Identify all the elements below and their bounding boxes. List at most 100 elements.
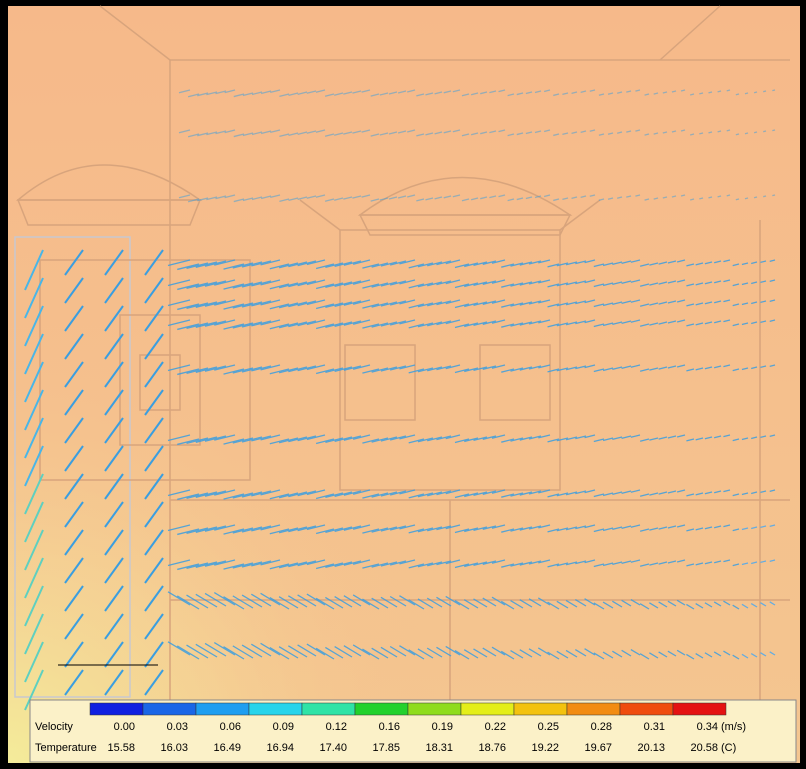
vector xyxy=(167,259,191,267)
vector xyxy=(704,321,713,325)
vector xyxy=(167,559,191,567)
vector xyxy=(680,89,686,92)
vector xyxy=(726,129,731,132)
vector xyxy=(565,436,578,441)
vector xyxy=(223,438,245,445)
vector xyxy=(325,562,344,569)
vector xyxy=(676,299,686,303)
vector xyxy=(177,528,200,536)
vector xyxy=(617,196,623,199)
velocity-vectors xyxy=(24,89,776,711)
vector xyxy=(288,526,308,533)
color-swatch xyxy=(354,702,409,716)
vector xyxy=(480,91,488,95)
vector xyxy=(24,389,44,431)
vector xyxy=(510,492,524,497)
velocity-unit: (m/s) xyxy=(721,721,746,733)
vector xyxy=(723,259,731,263)
vector xyxy=(547,263,560,268)
vector xyxy=(704,366,713,370)
vector xyxy=(324,133,335,137)
vector xyxy=(556,367,569,372)
vector xyxy=(436,525,452,531)
vector xyxy=(547,368,560,373)
vector xyxy=(593,493,605,498)
vector xyxy=(260,559,281,566)
vector xyxy=(547,528,560,533)
vector xyxy=(649,492,659,496)
vector xyxy=(769,299,776,302)
velocity-value: 0.09 xyxy=(273,721,294,733)
vector xyxy=(463,649,479,659)
vector xyxy=(680,129,686,132)
vector xyxy=(676,559,686,563)
vector xyxy=(427,366,443,372)
vector xyxy=(297,365,317,372)
vector xyxy=(580,90,587,93)
vector xyxy=(686,368,695,372)
vector xyxy=(584,648,596,656)
vector xyxy=(390,490,407,496)
vector xyxy=(343,280,362,286)
vector xyxy=(510,367,524,372)
vector xyxy=(612,650,623,658)
vector xyxy=(325,367,344,374)
velocity-value: 0.28 xyxy=(591,721,612,733)
vector xyxy=(498,129,506,133)
vector xyxy=(598,198,605,201)
vector xyxy=(362,528,380,534)
vector xyxy=(556,527,569,532)
vector xyxy=(167,524,191,532)
vector xyxy=(501,493,515,498)
vector xyxy=(241,561,263,568)
vector xyxy=(417,302,434,308)
vector xyxy=(723,299,731,303)
vector xyxy=(593,602,605,610)
vector xyxy=(297,594,317,607)
vector xyxy=(224,89,236,94)
vector xyxy=(556,322,569,327)
vector xyxy=(278,322,299,329)
vector xyxy=(399,364,416,370)
vector xyxy=(534,90,542,94)
vector xyxy=(584,279,596,284)
vector xyxy=(565,526,578,531)
vector xyxy=(223,368,245,375)
vector xyxy=(717,130,722,133)
vector xyxy=(500,650,515,660)
vector xyxy=(741,322,749,326)
vector xyxy=(144,669,164,696)
vector xyxy=(686,653,695,660)
vector xyxy=(380,281,398,287)
vector xyxy=(480,131,488,135)
vector xyxy=(525,196,533,200)
vector xyxy=(639,323,650,327)
vector xyxy=(667,260,677,264)
vector xyxy=(751,366,758,370)
vector xyxy=(407,129,416,133)
vector xyxy=(565,599,578,608)
vector xyxy=(686,438,695,442)
vector xyxy=(362,438,380,444)
vector xyxy=(64,445,84,472)
vector xyxy=(769,524,776,527)
vector xyxy=(528,260,542,265)
vector xyxy=(379,92,389,96)
vector xyxy=(686,493,695,497)
vector xyxy=(704,281,713,285)
vector xyxy=(704,526,713,530)
vector xyxy=(167,591,191,606)
vector xyxy=(741,302,749,306)
vector xyxy=(510,437,524,442)
vector xyxy=(390,300,407,306)
vector xyxy=(667,600,677,607)
vector xyxy=(630,434,641,438)
velocity-label: Velocity xyxy=(35,721,73,733)
vector xyxy=(408,649,425,660)
vector xyxy=(671,130,677,133)
vector xyxy=(482,365,497,370)
vector xyxy=(714,525,722,529)
vector xyxy=(639,493,650,497)
vector xyxy=(325,492,344,499)
vector xyxy=(741,437,749,441)
